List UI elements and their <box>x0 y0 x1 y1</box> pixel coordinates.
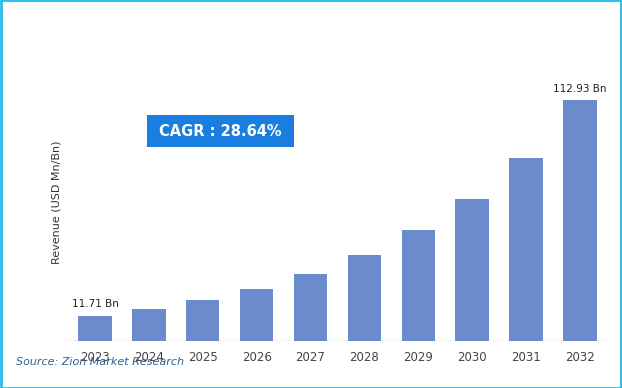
Text: 112.93 Bn: 112.93 Bn <box>553 84 606 94</box>
Text: Source: Zion Market Research: Source: Zion Market Research <box>16 357 183 367</box>
Text: Global 5G System Integration Market,: Global 5G System Integration Market, <box>16 20 370 38</box>
Bar <box>509 158 543 341</box>
Bar <box>348 255 381 341</box>
Bar <box>294 274 327 341</box>
Bar <box>240 289 273 341</box>
Bar <box>132 309 165 341</box>
Bar <box>402 230 435 341</box>
Bar <box>78 317 112 341</box>
Y-axis label: Revenue (USD Mn/Bn): Revenue (USD Mn/Bn) <box>51 141 61 265</box>
Text: 11.71 Bn: 11.71 Bn <box>72 299 118 309</box>
Text: 2024-2032 (USD Billion): 2024-2032 (USD Billion) <box>327 22 507 37</box>
Bar <box>455 199 489 341</box>
Bar <box>186 300 220 341</box>
FancyBboxPatch shape <box>147 115 294 147</box>
Text: CAGR : 28.64%: CAGR : 28.64% <box>159 124 282 139</box>
Bar <box>563 100 596 341</box>
